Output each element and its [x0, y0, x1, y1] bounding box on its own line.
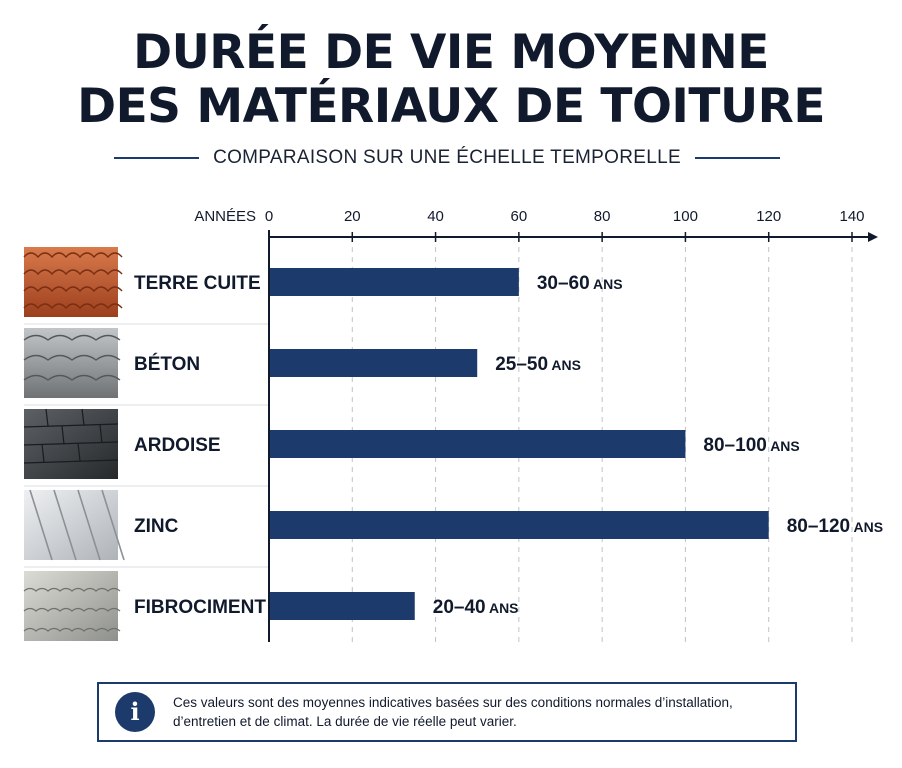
bar [270, 349, 478, 377]
x-axis-title: ANNÉES [194, 208, 256, 225]
value-label-range: 20–40 [433, 597, 486, 618]
value-label-unit: ANS [590, 276, 623, 292]
value-label: 25–50 ANS [495, 354, 581, 375]
title-line-2: DES MATÉRIAUX DE TOITURE [77, 79, 825, 134]
value-label-unit: ANS [548, 357, 581, 373]
clay-tile-icon [23, 247, 123, 317]
x-axis-arrowhead [868, 232, 878, 242]
row-separators [24, 323, 269, 568]
concrete-tile-icon [23, 328, 121, 398]
x-tick-label: 120 [756, 208, 781, 225]
x-tick-label: 100 [673, 208, 698, 225]
subtitle: COMPARAISON SUR UNE ÉCHELLE TEMPORELLE [213, 147, 681, 168]
x-tick-label: 40 [427, 208, 444, 225]
lifespan-bar-chart: ANNÉES 0 20 40 60 80 100 120 140 [23, 208, 883, 642]
value-label: 20–40 ANS [433, 597, 519, 618]
category-label: ARDOISE [134, 435, 221, 456]
category-label: TERRE CUITE [134, 273, 261, 294]
bar [270, 430, 686, 458]
bar [270, 592, 415, 620]
value-label-range: 30–60 [537, 273, 590, 294]
value-label-range: 25–50 [495, 354, 548, 375]
zinc-sheet-icon [24, 489, 125, 561]
slate-icon [23, 408, 119, 479]
x-tick-labels: 0 20 40 60 80 100 120 140 [265, 208, 865, 225]
bars [270, 268, 769, 620]
bar [270, 511, 769, 539]
category-labels: TERRE CUITE BÉTON ARDOISE ZINC FIBROCIMENT [134, 273, 266, 618]
x-tick-label: 140 [839, 208, 864, 225]
value-label-unit: ANS [767, 438, 800, 454]
value-label-unit: ANS [486, 600, 519, 616]
x-tick-label: 20 [344, 208, 361, 225]
fiber-cement-icon [23, 571, 121, 641]
value-label-range: 80–100 [703, 435, 766, 456]
subtitle-rule-right [694, 157, 780, 159]
bar [270, 268, 519, 296]
note-text: Ces valeurs sont des moyennes indicative… [173, 695, 733, 729]
category-label: FIBROCIMENT [134, 597, 266, 618]
category-label: ZINC [134, 516, 179, 537]
subtitle-row: COMPARAISON SUR UNE ÉCHELLE TEMPORELLE [114, 146, 780, 170]
title-line-1: DURÉE DE VIE MOYENNE [133, 25, 769, 80]
value-label: 80–120 ANS [787, 516, 883, 537]
info-note: i Ces valeurs sont des moyennes indicati… [97, 682, 797, 742]
x-tick-label: 80 [594, 208, 611, 225]
x-tick-label: 0 [265, 208, 273, 225]
category-label: BÉTON [134, 353, 200, 375]
page-title: DURÉE DE VIE MOYENNE DES MATÉRIAUX DE TO… [0, 26, 902, 134]
value-label: 30–60 ANS [537, 273, 623, 294]
value-label: 80–100 ANS [703, 435, 799, 456]
info-icon: i [115, 692, 155, 732]
value-label-unit: ANS [850, 519, 883, 535]
value-label-range: 80–120 [787, 516, 850, 537]
x-tick-label: 60 [511, 208, 528, 225]
subtitle-rule-left [114, 157, 200, 159]
